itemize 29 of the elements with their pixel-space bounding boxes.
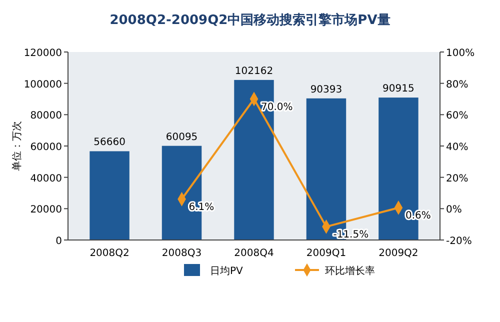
x-tick-label: 2009Q1 <box>306 248 346 259</box>
x-tick-label: 2009Q2 <box>378 248 418 259</box>
data-label: 90915 <box>382 84 414 95</box>
y2-tick-label: 100% <box>446 48 475 59</box>
x-tick-label: 2008Q4 <box>234 248 274 259</box>
bar <box>90 151 130 240</box>
y-tick-label: 120000 <box>24 48 62 59</box>
y2-tick-label: 80% <box>446 79 468 90</box>
chart-title: 2008Q2-2009Q2中国移动搜索引擎市场PV量 <box>110 12 390 28</box>
y-tick-label: 60000 <box>30 142 62 153</box>
y-tick-label: 80000 <box>30 110 62 122</box>
y-axis-title: 单位：万次 <box>11 121 23 171</box>
legend-label: 日均PV <box>210 265 244 277</box>
y2-tick-label: -20% <box>446 236 472 247</box>
data-label: 90393 <box>310 84 342 96</box>
x-tick-label: 2008Q3 <box>162 248 202 259</box>
y2-tick-label: 40% <box>446 142 468 153</box>
y2-tick-label: 20% <box>446 173 468 184</box>
y2-tick-label: 0% <box>446 204 462 216</box>
x-tick-label: 2008Q2 <box>90 248 130 259</box>
y-tick-label: 40000 <box>30 173 62 184</box>
data-label: 60095 <box>166 132 198 143</box>
data-label: 102162 <box>234 66 274 77</box>
y2-tick-label: 60% <box>446 110 468 122</box>
y-tick-label: 0 <box>56 236 62 247</box>
legend-label: 环比增长率 <box>325 265 375 277</box>
y-tick-label: 20000 <box>30 204 62 216</box>
y-tick-label: 100000 <box>24 79 62 90</box>
data-label: 56660 <box>94 137 126 148</box>
